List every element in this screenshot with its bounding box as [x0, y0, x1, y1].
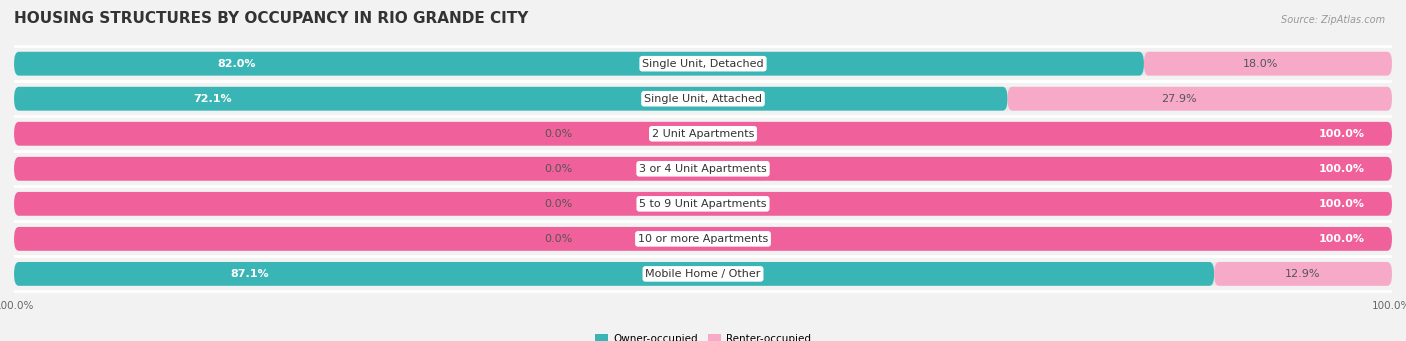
Text: Single Unit, Detached: Single Unit, Detached — [643, 59, 763, 69]
FancyBboxPatch shape — [579, 159, 689, 179]
FancyBboxPatch shape — [579, 194, 689, 214]
Text: 100.0%: 100.0% — [1319, 129, 1364, 139]
Text: 100.0%: 100.0% — [1319, 199, 1364, 209]
FancyBboxPatch shape — [14, 52, 1144, 76]
FancyBboxPatch shape — [14, 262, 1215, 286]
FancyBboxPatch shape — [14, 87, 1008, 110]
FancyBboxPatch shape — [1215, 262, 1392, 286]
Text: 100.0%: 100.0% — [1319, 164, 1364, 174]
FancyBboxPatch shape — [14, 157, 1392, 181]
Text: 0.0%: 0.0% — [544, 129, 572, 139]
Text: 0.0%: 0.0% — [544, 199, 572, 209]
Text: 5 to 9 Unit Apartments: 5 to 9 Unit Apartments — [640, 199, 766, 209]
FancyBboxPatch shape — [14, 262, 1392, 286]
FancyBboxPatch shape — [14, 122, 1392, 146]
Text: HOUSING STRUCTURES BY OCCUPANCY IN RIO GRANDE CITY: HOUSING STRUCTURES BY OCCUPANCY IN RIO G… — [14, 11, 529, 26]
Text: 27.9%: 27.9% — [1161, 94, 1197, 104]
FancyBboxPatch shape — [579, 124, 689, 144]
Text: 72.1%: 72.1% — [193, 94, 232, 104]
Text: 82.0%: 82.0% — [218, 59, 256, 69]
Text: Mobile Home / Other: Mobile Home / Other — [645, 269, 761, 279]
FancyBboxPatch shape — [14, 227, 1392, 251]
Text: 12.9%: 12.9% — [1285, 269, 1320, 279]
FancyBboxPatch shape — [14, 192, 1392, 216]
FancyBboxPatch shape — [14, 157, 1392, 181]
Text: 0.0%: 0.0% — [544, 164, 572, 174]
FancyBboxPatch shape — [14, 122, 1392, 146]
FancyBboxPatch shape — [579, 229, 689, 249]
Legend: Owner-occupied, Renter-occupied: Owner-occupied, Renter-occupied — [591, 329, 815, 341]
FancyBboxPatch shape — [14, 192, 1392, 216]
Text: 10 or more Apartments: 10 or more Apartments — [638, 234, 768, 244]
FancyBboxPatch shape — [1008, 87, 1392, 110]
FancyBboxPatch shape — [14, 227, 1392, 251]
Text: Source: ZipAtlas.com: Source: ZipAtlas.com — [1281, 15, 1385, 25]
Text: 100.0%: 100.0% — [1319, 234, 1364, 244]
FancyBboxPatch shape — [1144, 52, 1392, 76]
FancyBboxPatch shape — [14, 87, 1392, 110]
Text: 2 Unit Apartments: 2 Unit Apartments — [652, 129, 754, 139]
Text: 18.0%: 18.0% — [1243, 59, 1278, 69]
Text: 0.0%: 0.0% — [544, 234, 572, 244]
Text: 87.1%: 87.1% — [231, 269, 269, 279]
FancyBboxPatch shape — [14, 52, 1392, 76]
Text: 3 or 4 Unit Apartments: 3 or 4 Unit Apartments — [640, 164, 766, 174]
Text: Single Unit, Attached: Single Unit, Attached — [644, 94, 762, 104]
